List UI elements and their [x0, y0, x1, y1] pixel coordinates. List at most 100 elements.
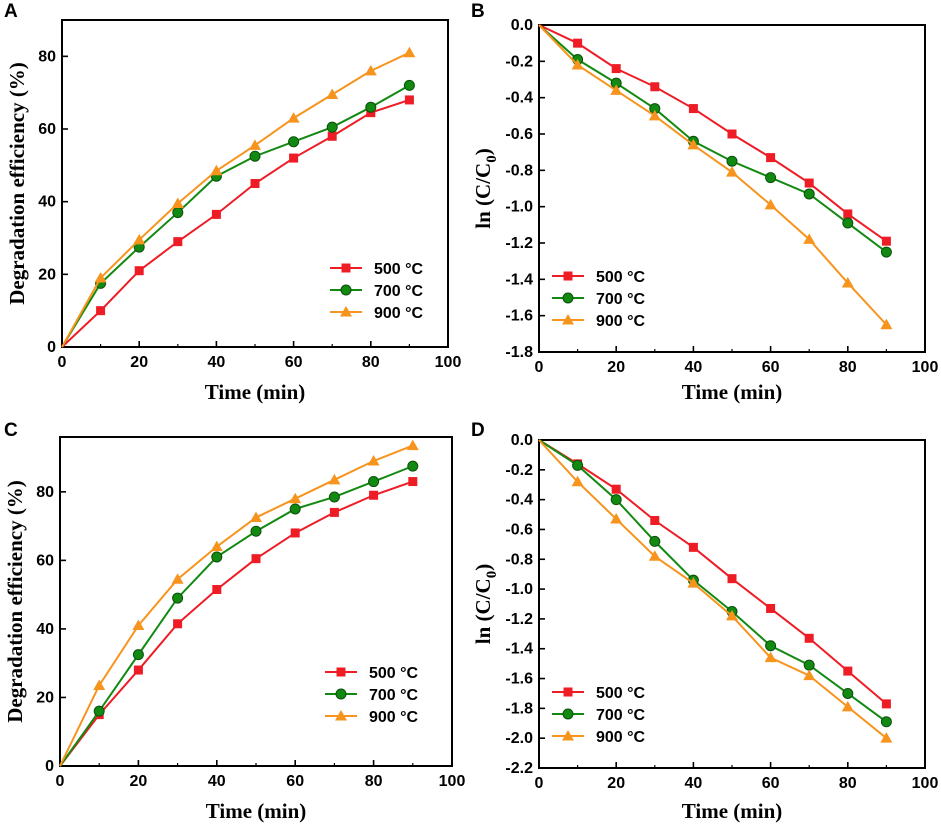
- data-point: [881, 699, 891, 709]
- data-point: [765, 640, 777, 652]
- x-tick-label: 80: [362, 354, 380, 371]
- data-point: [132, 649, 144, 661]
- data-point: [172, 592, 184, 604]
- legend-label: 500 °C: [596, 269, 646, 286]
- data-point: [210, 164, 223, 176]
- x-tick-label: 100: [439, 773, 466, 790]
- data-point: [880, 732, 893, 743]
- data-point: [843, 209, 853, 219]
- data-point: [212, 585, 222, 595]
- data-point: [764, 198, 777, 210]
- y-tick-label: -0.2: [505, 53, 533, 70]
- series-line-900: [538, 439, 888, 739]
- series-line-700: [538, 439, 887, 723]
- legend-marker: [336, 667, 346, 677]
- data-point: [94, 271, 107, 283]
- data-point: [211, 209, 221, 219]
- x-tick-label: 100: [912, 775, 939, 792]
- legend-label: 900 °C: [369, 709, 419, 726]
- legend-label: 700 °C: [596, 707, 646, 724]
- data-point: [688, 542, 698, 552]
- series-line-700: [59, 465, 414, 767]
- legend: 500 °C 700 °C 900 °C: [325, 665, 419, 726]
- data-point: [649, 535, 661, 547]
- x-tick-label: 100: [435, 354, 462, 371]
- panel-letter: C: [4, 420, 18, 441]
- series-line-900: [61, 51, 410, 348]
- x-tick-label: 20: [130, 773, 148, 790]
- data-point: [880, 246, 892, 258]
- x-axis-label: Time (min): [682, 380, 783, 404]
- y-tick-label: 20: [38, 266, 56, 283]
- y-tick-label: -0.8: [505, 162, 533, 179]
- data-point: [93, 679, 106, 690]
- y-tick-label: -1.0: [505, 199, 533, 216]
- data-point: [766, 153, 776, 163]
- y-tick-label: -2.0: [505, 730, 533, 747]
- data-point: [210, 540, 223, 552]
- y-tick-label: 0.0: [511, 17, 533, 34]
- y-tick-label: 60: [38, 121, 56, 138]
- x-tick-label: 40: [685, 359, 703, 376]
- x-tick-label: 40: [208, 354, 226, 371]
- data-point: [132, 619, 145, 630]
- legend-marker: [563, 271, 573, 281]
- data-point: [610, 513, 623, 524]
- y-axis-label: ln (C/C0): [471, 148, 500, 228]
- y-tick-label: -2.2: [505, 760, 533, 777]
- x-tick-label: 60: [286, 773, 304, 790]
- y-tick-label: -1.2: [505, 611, 533, 628]
- data-point: [408, 477, 418, 487]
- x-tick-label: 60: [762, 359, 780, 376]
- data-point: [407, 460, 419, 472]
- x-tick-label: 20: [607, 775, 625, 792]
- x-tick-label: 20: [607, 359, 625, 376]
- data-point: [687, 577, 700, 588]
- legend: 500 °C 700 °C 900 °C: [330, 261, 424, 322]
- legend-marker: [341, 263, 351, 273]
- y-tick-label: -0.4: [505, 492, 533, 509]
- data-point: [249, 139, 261, 150]
- legend-marker: [562, 708, 574, 720]
- series-line-500: [538, 439, 888, 705]
- series-line-700: [538, 24, 888, 253]
- data-point: [326, 121, 338, 133]
- y-tick-label: 0: [45, 758, 54, 775]
- y-tick-label: -1.0: [505, 581, 533, 598]
- data-point: [93, 705, 105, 717]
- data-point: [403, 46, 416, 58]
- legend-label: 700 °C: [369, 687, 419, 704]
- panel-c: C 0 20 40 60 80 100 0 20 40 60 80 Time (min) Degradat…: [3, 420, 465, 823]
- x-axis-label: Time (min): [205, 380, 306, 404]
- y-tick-label: -1.6: [505, 671, 533, 688]
- data-point: [367, 454, 380, 466]
- y-axis-label: Degradation efficiency (%): [3, 480, 27, 723]
- data-point: [843, 666, 853, 676]
- data-point: [842, 217, 854, 229]
- legend-marker: [335, 710, 347, 721]
- data-point: [610, 84, 623, 95]
- legend-label: 500 °C: [374, 261, 424, 278]
- data-point: [96, 306, 106, 316]
- x-tick-label: 80: [839, 775, 857, 792]
- series-line-700: [61, 84, 410, 348]
- data-point: [289, 492, 302, 504]
- legend-marker: [340, 284, 352, 296]
- data-point: [134, 266, 144, 276]
- y-tick-label: -1.4: [505, 641, 533, 658]
- x-axis-label: Time (min): [206, 799, 307, 823]
- data-point: [571, 475, 584, 487]
- legend-label: 900 °C: [596, 729, 646, 746]
- data-point: [841, 700, 854, 712]
- y-tick-label: 80: [36, 484, 54, 501]
- series-line-500: [61, 98, 410, 348]
- series-line-900: [59, 444, 414, 767]
- panel-b: B 0 20 40 60 80 100 0.0 -0.2 -0.4 -0.6 -0.8 -1.0 -1.2…: [471, 1, 938, 404]
- data-point: [727, 129, 737, 139]
- series-line-900: [538, 24, 888, 326]
- legend: 500 °C 700 °C 900 °C: [552, 269, 646, 330]
- legend-marker: [562, 314, 574, 325]
- x-tick-label: 0: [56, 773, 65, 790]
- data-point: [404, 95, 414, 105]
